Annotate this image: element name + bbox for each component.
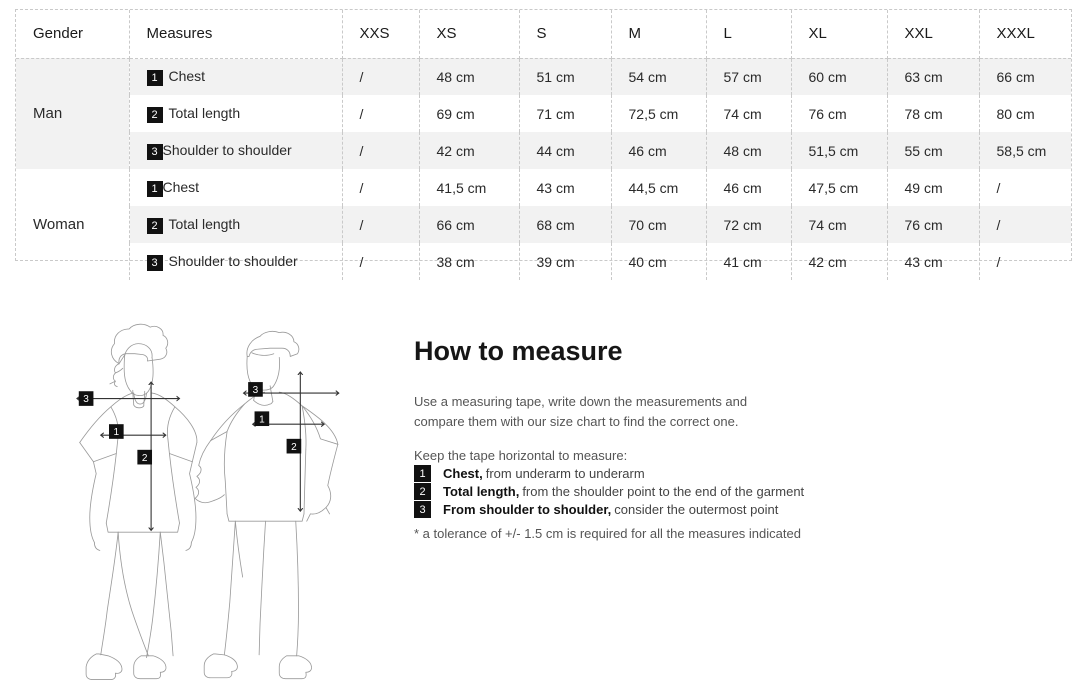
svg-text:2: 2 [142,453,148,464]
svg-text:1: 1 [259,414,265,425]
svg-text:1: 1 [114,427,120,438]
svg-text:2: 2 [291,442,297,453]
svg-text:3: 3 [83,394,89,405]
svg-text:3: 3 [253,385,259,396]
